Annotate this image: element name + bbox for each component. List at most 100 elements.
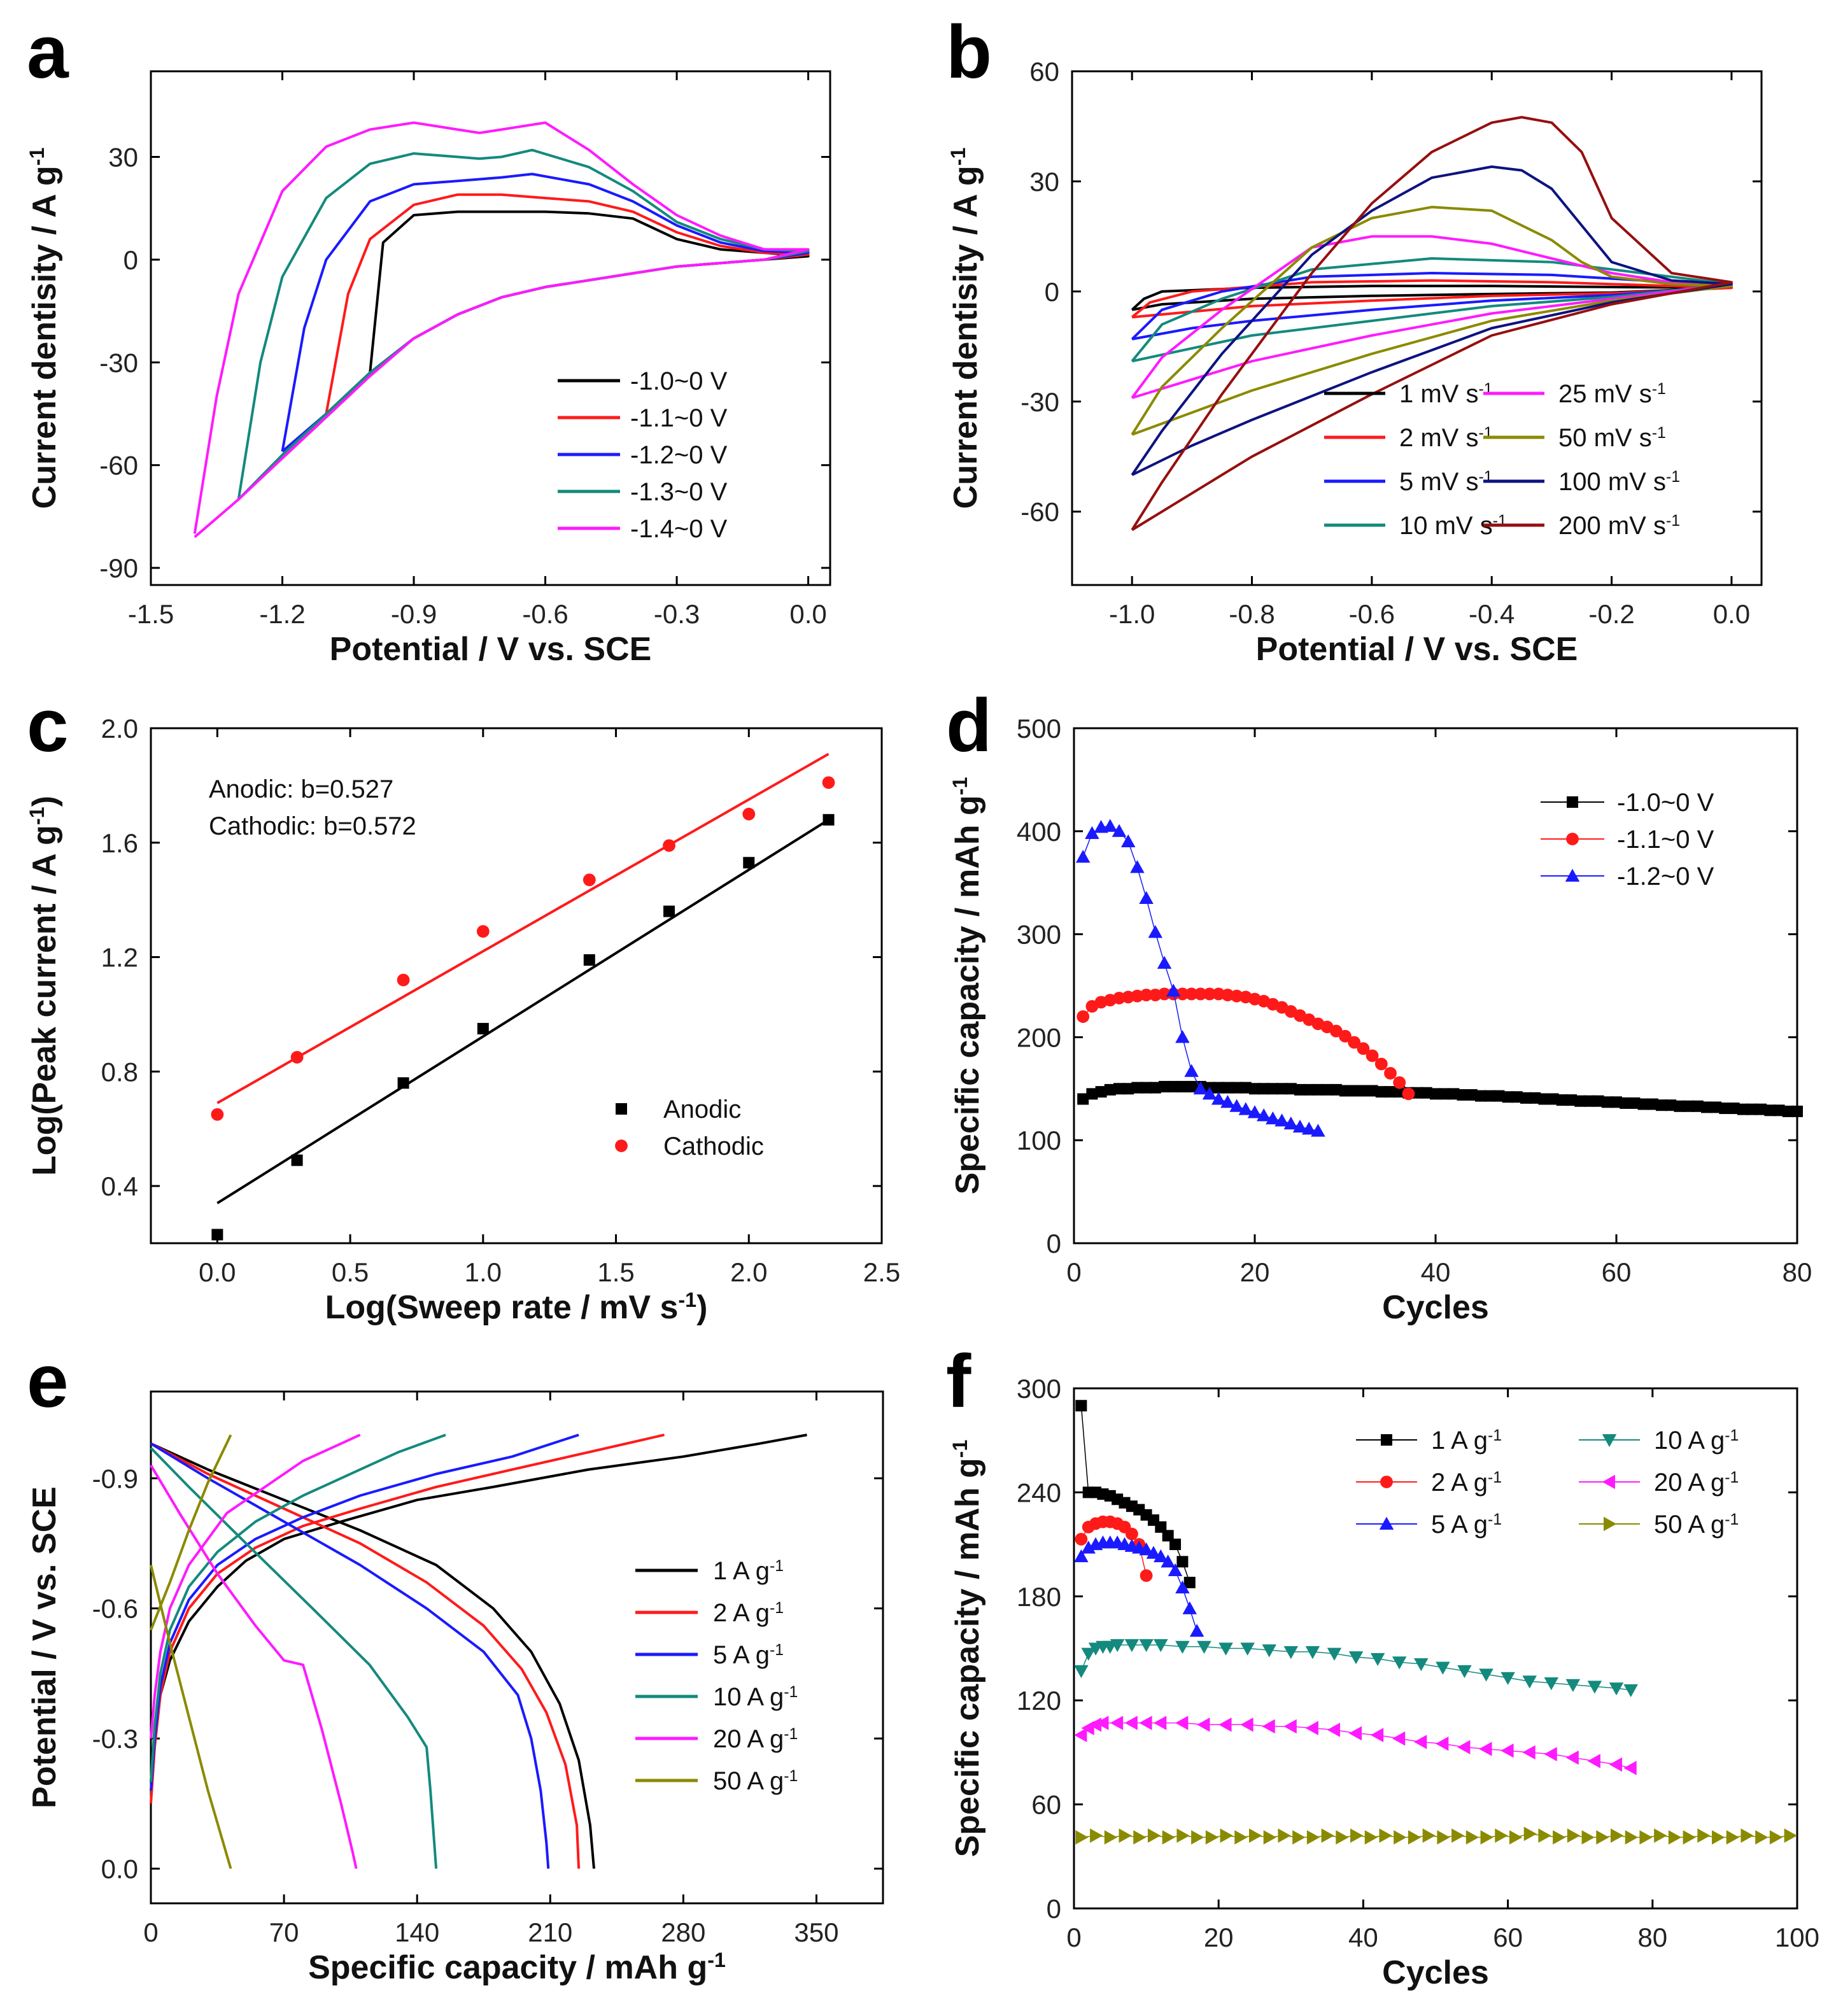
data-point — [1285, 1083, 1297, 1095]
data-point — [1592, 1095, 1604, 1107]
data-point — [1292, 1119, 1308, 1133]
data-point — [1182, 1601, 1197, 1614]
data-point — [1140, 1082, 1152, 1094]
data-point — [1168, 1081, 1180, 1093]
y-tick-label: 0 — [1047, 1894, 1061, 1924]
data-point — [1741, 1828, 1754, 1843]
data-point — [1583, 1095, 1595, 1107]
data-point — [1081, 1540, 1096, 1554]
data-point — [1511, 1091, 1523, 1103]
legend: Anodic: b=0.527 Cathodic: b=0.572 Anodic Ca… — [209, 775, 764, 1160]
legend-label: 50 A g-1 — [713, 1767, 798, 1795]
series-4 — [193, 121, 810, 539]
data-point — [1247, 1105, 1262, 1118]
y-tick-label: 120 — [1017, 1686, 1061, 1716]
series-0 — [369, 210, 810, 374]
legend-label: 5 mV s-1 — [1399, 468, 1493, 496]
data-point — [1169, 1539, 1182, 1551]
x-tick-label: -0.4 — [1469, 599, 1515, 629]
y-tick-label: 400 — [1017, 817, 1061, 847]
x-tick-label: 350 — [794, 1917, 838, 1947]
x-tick-label: -1.2 — [259, 599, 305, 629]
data-point — [1139, 891, 1154, 904]
x-tick-label: 40 — [1421, 1257, 1451, 1287]
legend-label: 50 A g-1 — [1654, 1511, 1739, 1539]
data-point — [1149, 1082, 1161, 1094]
panel-label: c — [27, 684, 69, 768]
data-point — [1402, 1087, 1415, 1101]
data-point — [1175, 1640, 1190, 1654]
data-point — [1501, 1672, 1515, 1686]
x-tick-label: -0.9 — [391, 599, 437, 629]
legend-label: 25 mV s-1 — [1558, 380, 1666, 408]
data-point — [1176, 1556, 1189, 1568]
series-3 — [150, 1434, 446, 1869]
y-tick-label: 200 — [1017, 1022, 1061, 1052]
series-1 — [1077, 987, 1415, 1101]
data-point — [1639, 1830, 1653, 1845]
x-tick-label: 40 — [1348, 1922, 1378, 1952]
data-point — [1637, 1098, 1649, 1110]
y-axis-label: Current dentisity / A g-1 — [25, 147, 63, 509]
data-point — [1104, 1083, 1116, 1096]
data-point — [1140, 1569, 1153, 1582]
x-tick-label: 60 — [1493, 1922, 1523, 1952]
data-point — [1229, 1099, 1244, 1112]
legend-label: Cathodic — [663, 1132, 764, 1160]
y-tick-label: -0.6 — [92, 1594, 138, 1624]
data-point — [1628, 1097, 1641, 1109]
data-point — [1436, 1661, 1450, 1675]
x-tick-label: 0.0 — [199, 1257, 236, 1287]
data-point — [1256, 1108, 1271, 1122]
series-5 — [150, 1434, 232, 1870]
data-point — [1213, 1082, 1225, 1094]
data-point — [1544, 1747, 1557, 1761]
data-point — [1139, 1639, 1154, 1653]
cv-curve — [1131, 235, 1733, 399]
data-point — [663, 905, 675, 917]
x-axis-label: Specific capacity / mAh g-1 — [308, 1949, 726, 1986]
data-point — [1538, 1093, 1550, 1105]
data-point — [1234, 1830, 1248, 1845]
data-point — [1587, 1754, 1600, 1768]
data-point — [1175, 1716, 1189, 1730]
data-point — [1075, 1400, 1087, 1412]
data-point — [1283, 1117, 1299, 1130]
data-point — [1168, 1563, 1183, 1576]
x-tick-label: 1.0 — [465, 1257, 502, 1287]
data-point — [1457, 1089, 1469, 1101]
x-tick-label: 60 — [1602, 1257, 1632, 1287]
data-point — [743, 857, 755, 869]
x-tick-label: 80 — [1637, 1922, 1667, 1952]
data-point — [1522, 1675, 1537, 1689]
data-point — [823, 814, 835, 826]
data-point — [1392, 1656, 1407, 1670]
data-point — [1191, 1830, 1204, 1845]
data-point — [1609, 1757, 1622, 1772]
cv-curve — [369, 210, 810, 374]
data-point — [1623, 1761, 1637, 1775]
legend-label: -1.2~0 V — [630, 441, 728, 469]
data-point — [1556, 1094, 1568, 1106]
y-tick-label: -90 — [99, 553, 138, 583]
y-tick-label: 30 — [1029, 167, 1059, 197]
data-point — [583, 954, 595, 966]
data-point — [1646, 1098, 1658, 1110]
data-point — [1755, 1830, 1769, 1845]
data-point — [1565, 1094, 1577, 1106]
x-axis-label: Potential / V vs. SCE — [1256, 631, 1578, 668]
data-point — [1392, 1731, 1406, 1746]
x-tick-label: 70 — [269, 1917, 299, 1947]
x-tick-label: -0.6 — [522, 599, 568, 629]
legend-label: 10 A g-1 — [713, 1683, 798, 1711]
legend-label: 10 A g-1 — [1654, 1427, 1739, 1455]
series-6 — [1131, 165, 1733, 476]
legend-label: 200 mV s-1 — [1558, 512, 1680, 540]
data-point — [1283, 1646, 1299, 1660]
x-axis-label: Cycles — [1382, 1954, 1489, 1991]
data-point — [1283, 1719, 1297, 1734]
data-point — [1366, 1085, 1378, 1097]
data-point — [1292, 1830, 1306, 1845]
x-tick-label: 2.0 — [730, 1257, 767, 1287]
x-tick-label: 0 — [1066, 1922, 1081, 1952]
